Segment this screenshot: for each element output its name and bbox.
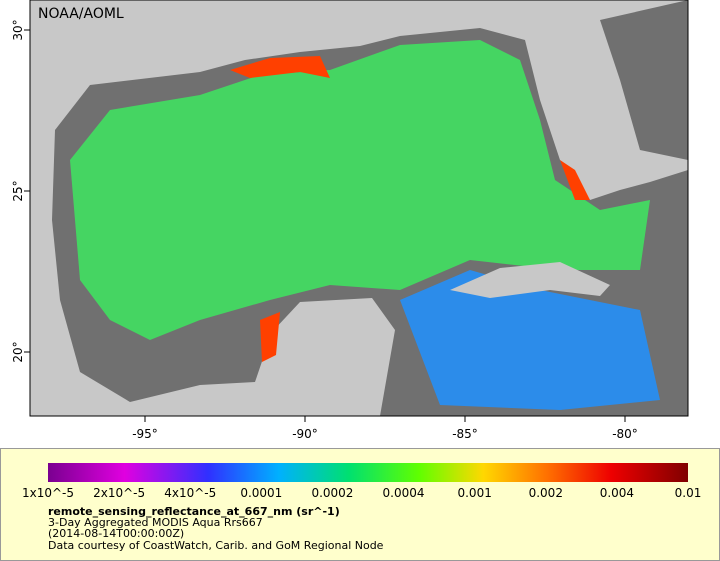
colorbar-tick-label: 2x10^-5 — [93, 486, 145, 500]
lat-tick-label: 20° — [11, 341, 25, 362]
colorbar-tick-label: 4x10^-5 — [164, 486, 216, 500]
map-source: NOAA/AOML — [38, 6, 124, 22]
colorbar-tick-label: 0.01 — [675, 486, 702, 500]
lat-tick-label: 30° — [11, 19, 25, 40]
colorbar — [48, 463, 688, 482]
legend-credit: Data courtesy of CoastWatch, Carib. and … — [48, 539, 384, 552]
map: NOAA/AOML — [29, 0, 689, 417]
lon-tick-label: -80° — [612, 427, 638, 441]
colorbar-ticks: 1x10^-5 2x10^-5 4x10^-5 0.0001 0.0002 0.0004 0… — [22, 486, 701, 500]
atlantic — [600, 0, 688, 160]
colorbar-tick-label: 1x10^-5 — [22, 486, 74, 500]
axis-ticks: -95° -90° -85° -80° 30° 25° 20° — [11, 19, 638, 441]
colorbar-tick-label: 0.0004 — [383, 486, 425, 500]
colorbar-tick-label: 0.001 — [457, 486, 491, 500]
lat-tick-label: 25° — [11, 180, 25, 201]
lon-tick-label: -90° — [292, 427, 318, 441]
legend-description: 3-Day Aggregated MODIS Aqua Rrs667 — [48, 516, 263, 529]
cuba — [450, 262, 610, 298]
data-coverage — [70, 40, 650, 340]
legend-variable: remote_sensing_reflectance_at_667_nm (sr… — [48, 505, 340, 518]
lon-tick-label: -95° — [132, 427, 158, 441]
high-reflectance — [560, 160, 590, 200]
map-frame — [29, 0, 689, 417]
high-reflectance — [260, 312, 280, 362]
data-coverage-blue — [400, 270, 660, 410]
colorbar-tick-label: 0.002 — [529, 486, 563, 500]
colorbar-tick-label: 0.004 — [600, 486, 634, 500]
lon-tick-label: -85° — [452, 427, 478, 441]
colorbar-tick-label: 0.0001 — [240, 486, 282, 500]
high-reflectance — [230, 56, 330, 78]
legend-time: (2014-08-14T00:00:00Z) — [48, 527, 184, 540]
colorbar-tick-label: 0.0002 — [311, 486, 353, 500]
